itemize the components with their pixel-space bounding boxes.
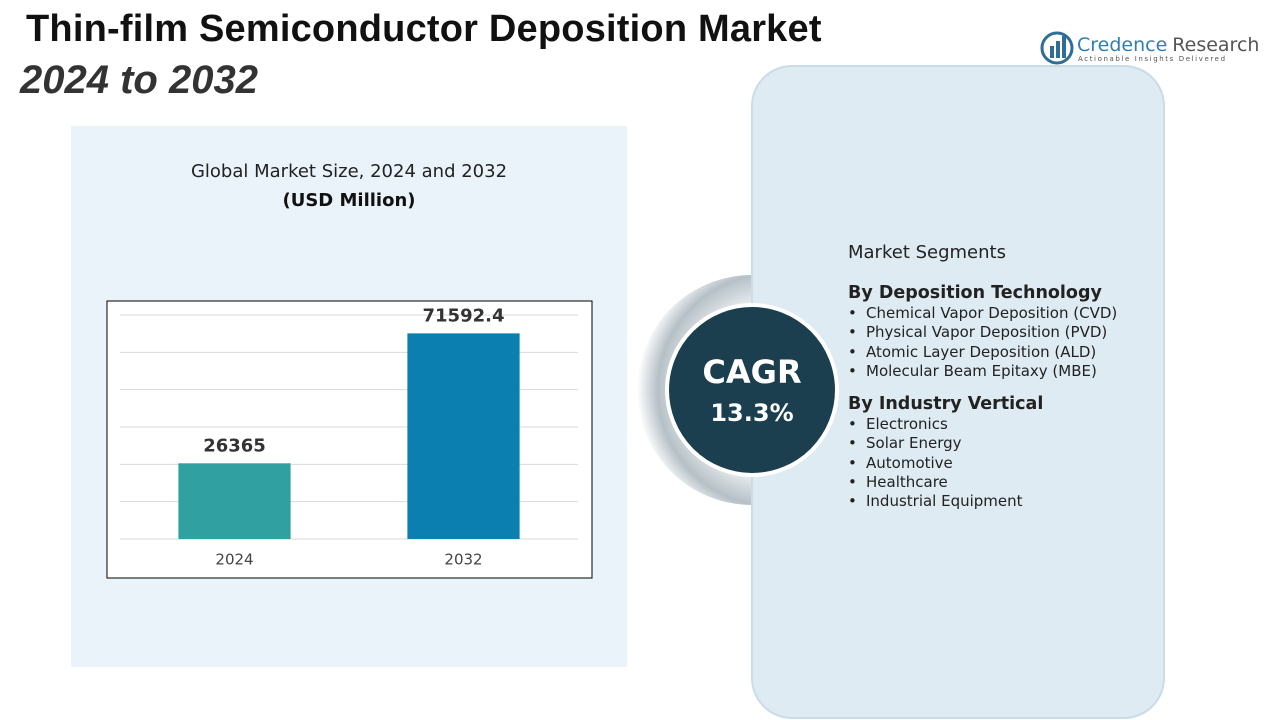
segment-item: Solar Energy [848, 434, 1158, 454]
value-label: 26365 [203, 435, 266, 456]
segment-item: Healthcare [848, 473, 1158, 493]
cagr-value: 13.3% [710, 399, 793, 427]
page-title: Thin-film Semiconductor Deposition Marke… [26, 8, 822, 50]
segments: Market Segments By Deposition Technology… [848, 242, 1158, 525]
segment-item: Electronics [848, 415, 1158, 435]
segments-heading: Market Segments [848, 242, 1006, 263]
value-label: 71592.4 [423, 305, 505, 326]
bar [407, 333, 520, 539]
logo-tagline: Actionable Insights Delivered [1078, 55, 1227, 63]
logo: Credence Research [1077, 34, 1259, 56]
segment-group-title: By Deposition Technology [848, 283, 1102, 303]
segment-item: Automotive [848, 454, 1158, 474]
logo-brand: Credence [1077, 34, 1167, 56]
segment-item: Physical Vapor Deposition (PVD) [848, 323, 1158, 343]
page-subtitle: 2024 to 2032 [20, 58, 258, 102]
cagr-label: CAGR [702, 353, 801, 391]
logo-icon [1040, 31, 1074, 65]
x-tick-label: 2024 [215, 551, 253, 569]
chart-subtitle: (USD Million) [282, 190, 415, 211]
chart-title: Global Market Size, 2024 and 2032 [191, 161, 507, 182]
segment-item: Industrial Equipment [848, 492, 1158, 512]
segment-item: Chemical Vapor Deposition (CVD) [848, 304, 1158, 324]
cagr-circle [665, 303, 839, 477]
segment-group-title: By Industry Vertical [848, 394, 1044, 415]
x-tick-label: 2032 [444, 551, 482, 569]
segment-list: Chemical Vapor Deposition (CVD)Physical … [848, 304, 1158, 381]
segment-list: ElectronicsSolar EnergyAutomotiveHealthc… [848, 415, 1158, 512]
segment-item: Molecular Beam Epitaxy (MBE) [848, 362, 1158, 382]
bar [178, 463, 291, 539]
segment-item: Atomic Layer Deposition (ALD) [848, 343, 1158, 363]
logo-brand-suffix: Research [1172, 34, 1259, 56]
